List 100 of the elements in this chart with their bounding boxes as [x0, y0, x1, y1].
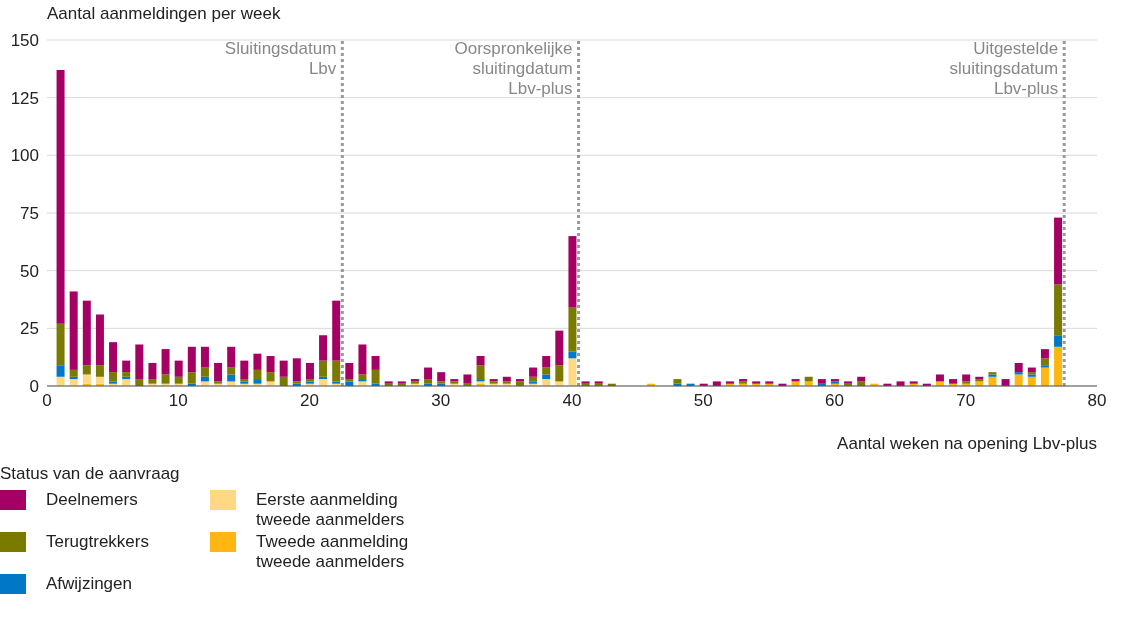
x-tick-label: 30 [431, 391, 451, 411]
bar [555, 330, 564, 366]
bar [463, 374, 472, 384]
bar [1014, 362, 1023, 373]
bar [56, 365, 65, 377]
bar [358, 374, 367, 380]
bar [568, 236, 577, 308]
bar [568, 307, 577, 352]
bar [227, 374, 236, 382]
bar [200, 367, 209, 377]
bar [1054, 335, 1063, 347]
bar [1014, 374, 1023, 386]
bar [1054, 346, 1063, 386]
x-tick-label: 70 [956, 391, 976, 411]
bar [319, 360, 328, 377]
bar [542, 374, 551, 380]
bar [673, 379, 682, 384]
bar [161, 349, 170, 375]
legend-title: Status van de aanvraag [0, 464, 181, 484]
x-tick-label: 0 [42, 391, 52, 411]
bar [949, 379, 958, 384]
bar [476, 365, 485, 380]
bar [476, 356, 485, 366]
x-tick-label: 50 [693, 391, 713, 411]
x-tick-label: 60 [825, 391, 844, 411]
bar [1040, 349, 1049, 359]
bar [214, 362, 223, 382]
bar [1054, 284, 1063, 336]
bar [568, 358, 577, 386]
y-tick-label: 25 [20, 319, 39, 339]
bar [148, 379, 157, 384]
bar [332, 300, 341, 361]
y-tick-label: 75 [20, 204, 39, 224]
bar [1040, 358, 1049, 366]
y-tick-label: 100 [10, 146, 39, 166]
legend-label: Terugtrekkers [46, 532, 150, 552]
bar [935, 374, 944, 382]
bar [529, 367, 538, 377]
bar [135, 344, 144, 380]
bar [227, 346, 236, 368]
bar [56, 69, 65, 324]
bar [305, 362, 314, 380]
bar [345, 362, 354, 380]
y-tick-label: 50 [20, 261, 39, 281]
bar [253, 379, 262, 384]
bar [174, 360, 183, 377]
legend-label: Afwijzingen [46, 574, 133, 594]
bar [266, 372, 275, 382]
bar [424, 367, 433, 380]
bar [1040, 367, 1049, 386]
bar [371, 369, 380, 384]
bar [56, 323, 65, 366]
bar [332, 360, 341, 382]
bar [187, 346, 196, 373]
bar [82, 300, 91, 366]
bar [122, 360, 131, 373]
bar [253, 353, 262, 370]
bar [95, 376, 104, 384]
bar [266, 356, 275, 373]
ref-line-label: Oorspronkelijke sluitingdatum Lbv-plus [454, 39, 573, 98]
y-tick-label: 150 [10, 31, 39, 51]
bar [109, 342, 118, 373]
x-tick-label: 40 [562, 391, 582, 411]
ref-line-label: Sluitingsdatum Lbv [224, 39, 337, 78]
bar [279, 360, 288, 377]
bar [437, 372, 446, 382]
bar [200, 346, 209, 368]
x-tick-label: 20 [300, 391, 319, 411]
bar [82, 365, 91, 375]
bar [187, 372, 196, 384]
bar [319, 335, 328, 361]
bar [161, 374, 170, 384]
y-tick-label: 125 [10, 88, 39, 108]
bar [1040, 365, 1049, 368]
bar [82, 374, 91, 384]
bar [358, 344, 367, 375]
bar [240, 360, 249, 380]
bar [1054, 217, 1063, 285]
bar [122, 372, 131, 377]
bar [253, 369, 262, 380]
bar [109, 372, 118, 382]
bar [424, 379, 433, 384]
bar [95, 314, 104, 366]
legend-label: Tweede aanmelding tweede aanmelders [256, 532, 410, 572]
y-tick-label: 0 [29, 377, 39, 397]
bar [174, 376, 183, 384]
bar [542, 356, 551, 368]
bar [69, 369, 78, 377]
bar [817, 379, 826, 384]
bar [95, 365, 104, 377]
bar [148, 362, 157, 380]
legend-label: Deelnemers [46, 490, 139, 510]
bar [292, 358, 301, 382]
bar [371, 356, 380, 370]
y-axis-title: Aantal aanmeldingen per week [47, 4, 281, 24]
x-tick-label: 10 [168, 391, 188, 411]
x-tick-label: 80 [1087, 391, 1107, 411]
bar [69, 291, 78, 370]
bar [555, 365, 564, 382]
bar [568, 351, 577, 359]
